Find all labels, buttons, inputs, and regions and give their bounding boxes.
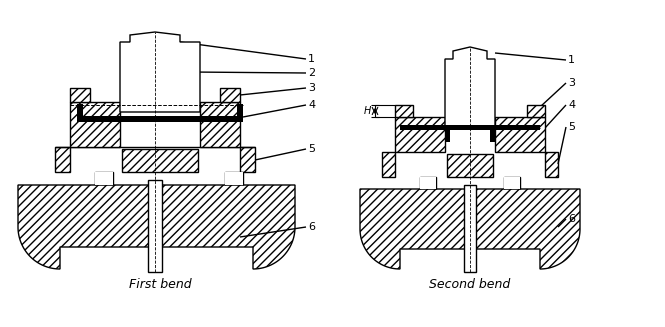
Bar bbox=[220, 88, 240, 102]
Polygon shape bbox=[200, 102, 240, 147]
Polygon shape bbox=[545, 152, 558, 177]
Text: 6: 6 bbox=[568, 214, 575, 224]
Text: 4: 4 bbox=[308, 100, 315, 110]
Bar bbox=[527, 105, 545, 117]
Text: First bend: First bend bbox=[129, 279, 192, 291]
Text: Second bend: Second bend bbox=[430, 279, 511, 291]
Bar bbox=[504, 177, 520, 189]
Bar bbox=[464, 185, 476, 272]
Bar bbox=[77, 116, 243, 122]
Text: 6: 6 bbox=[308, 222, 315, 232]
Bar bbox=[225, 172, 243, 185]
Text: 1: 1 bbox=[308, 54, 315, 64]
Polygon shape bbox=[395, 117, 445, 152]
Polygon shape bbox=[447, 154, 493, 177]
Text: H: H bbox=[363, 106, 370, 116]
Bar bbox=[237, 104, 243, 122]
Bar bbox=[70, 88, 90, 102]
Bar bbox=[148, 180, 162, 272]
Text: 2: 2 bbox=[308, 68, 315, 78]
Bar bbox=[504, 177, 520, 188]
Bar bbox=[420, 177, 436, 189]
Text: 5: 5 bbox=[568, 122, 575, 132]
Polygon shape bbox=[360, 189, 580, 269]
Polygon shape bbox=[55, 147, 70, 172]
Bar bbox=[490, 130, 495, 140]
Bar bbox=[400, 125, 540, 130]
Polygon shape bbox=[18, 185, 295, 269]
Polygon shape bbox=[120, 32, 200, 112]
Bar bbox=[450, 132, 490, 142]
Polygon shape bbox=[70, 102, 120, 147]
Text: 1: 1 bbox=[568, 55, 575, 65]
Polygon shape bbox=[382, 152, 395, 177]
Bar bbox=[95, 172, 113, 184]
Polygon shape bbox=[445, 47, 495, 127]
Text: 3: 3 bbox=[568, 78, 575, 88]
Bar bbox=[95, 172, 113, 185]
Bar bbox=[395, 105, 413, 117]
Bar bbox=[445, 137, 495, 142]
Polygon shape bbox=[240, 147, 255, 172]
Text: 5: 5 bbox=[308, 144, 315, 154]
Text: 3: 3 bbox=[308, 83, 315, 93]
Bar bbox=[420, 177, 436, 188]
Polygon shape bbox=[495, 117, 545, 152]
Bar bbox=[445, 130, 450, 140]
Bar bbox=[77, 104, 83, 122]
Bar bbox=[225, 172, 243, 184]
Polygon shape bbox=[122, 149, 198, 172]
Text: 4: 4 bbox=[568, 100, 575, 110]
